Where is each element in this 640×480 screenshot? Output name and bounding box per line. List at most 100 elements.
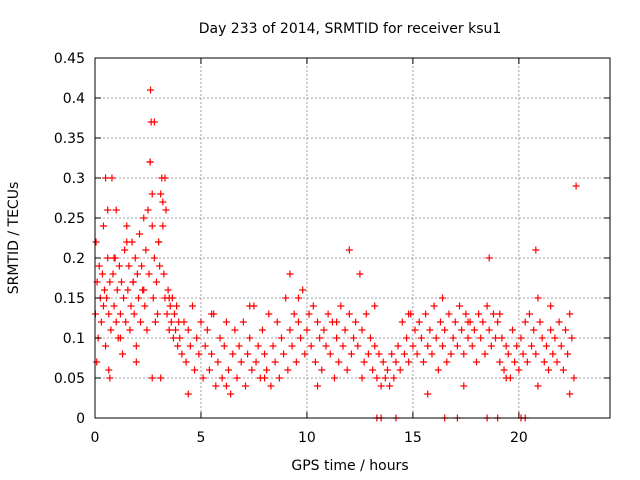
data-point (180, 318, 188, 326)
data-point (154, 310, 162, 318)
data-point (487, 342, 495, 350)
data-point (509, 326, 517, 334)
data-point (105, 366, 113, 374)
data-point (517, 334, 525, 342)
data-point (280, 350, 288, 358)
data-point (148, 374, 156, 382)
data-point (102, 174, 110, 182)
data-point (449, 334, 457, 342)
data-point (324, 310, 332, 318)
y-tick-label: 0 (76, 411, 85, 427)
data-point (160, 270, 168, 278)
data-point (173, 302, 181, 310)
data-point (400, 350, 408, 358)
data-point (102, 342, 110, 350)
data-point (261, 374, 269, 382)
data-point (381, 374, 389, 382)
data-point (424, 342, 432, 350)
data-point (133, 270, 141, 278)
data-point (145, 270, 153, 278)
data-point (525, 310, 533, 318)
data-point (439, 294, 447, 302)
data-point (460, 382, 468, 390)
data-point (492, 334, 500, 342)
data-point (108, 174, 116, 182)
data-point (301, 350, 309, 358)
data-point (375, 350, 383, 358)
x-tick-label: 15 (404, 430, 422, 446)
data-point (233, 374, 241, 382)
data-point (142, 246, 150, 254)
data-point (110, 302, 118, 310)
data-point (415, 318, 423, 326)
data-point (149, 294, 157, 302)
data-point (164, 286, 172, 294)
data-point (159, 198, 167, 206)
data-point (333, 334, 341, 342)
data-point (335, 358, 343, 366)
data-point (225, 366, 233, 374)
data-point (113, 286, 121, 294)
data-point (110, 254, 118, 262)
data-point (93, 358, 101, 366)
data-point (167, 318, 175, 326)
y-tick-label: 0.2 (63, 251, 85, 267)
data-point (252, 358, 260, 366)
data-point (472, 358, 480, 366)
data-point (191, 366, 199, 374)
data-point (195, 350, 203, 358)
data-point (536, 318, 544, 326)
data-point (502, 342, 510, 350)
data-point (261, 350, 269, 358)
data-point (339, 342, 347, 350)
x-axis-label: GPS time / hours (291, 458, 408, 474)
data-point (244, 350, 252, 358)
data-point (358, 374, 366, 382)
data-point (205, 366, 213, 374)
data-point (222, 318, 230, 326)
data-point (436, 318, 444, 326)
data-point (121, 246, 129, 254)
data-point (273, 318, 281, 326)
data-point (148, 190, 156, 198)
x-tick-label: 5 (197, 430, 206, 446)
data-point (405, 358, 413, 366)
data-point (99, 302, 107, 310)
data-point (403, 334, 411, 342)
data-point (237, 358, 245, 366)
data-point (485, 326, 493, 334)
data-point (373, 374, 381, 382)
data-point (107, 326, 115, 334)
data-point (447, 350, 455, 358)
data-point (212, 382, 220, 390)
data-point (458, 326, 466, 334)
data-point (326, 350, 334, 358)
data-point (208, 350, 216, 358)
data-point (500, 366, 508, 374)
y-tick-label: 0.15 (54, 291, 85, 307)
data-point (166, 302, 174, 310)
data-point (122, 318, 130, 326)
data-point (303, 326, 311, 334)
data-point (390, 374, 398, 382)
data-point (184, 390, 192, 398)
data-point (227, 390, 235, 398)
data-point (330, 374, 338, 382)
data-point (345, 246, 353, 254)
data-point (477, 334, 485, 342)
data-point (123, 222, 131, 230)
data-point (147, 86, 155, 94)
data-point (468, 342, 476, 350)
y-tick-label: 0.45 (54, 51, 85, 67)
data-point (545, 366, 553, 374)
data-point (566, 310, 574, 318)
data-point (572, 182, 580, 190)
data-point (470, 326, 478, 334)
data-point (286, 270, 294, 278)
data-point (413, 350, 421, 358)
data-point (235, 342, 243, 350)
data-point (314, 382, 322, 390)
data-point (109, 270, 117, 278)
data-point (271, 358, 279, 366)
data-point (299, 286, 307, 294)
